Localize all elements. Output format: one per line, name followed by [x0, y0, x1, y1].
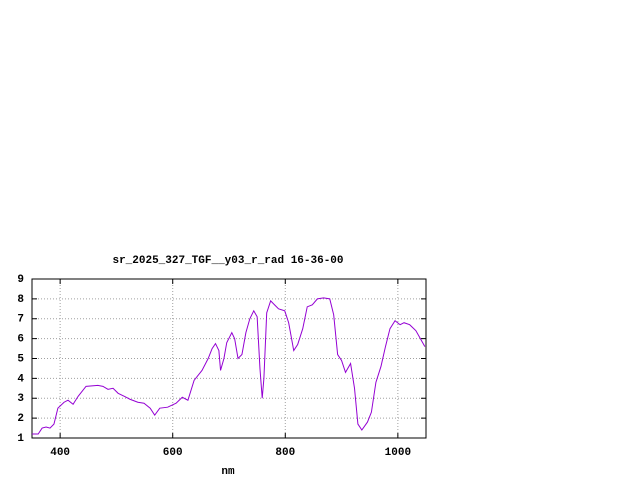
x-axis-label: nm	[221, 466, 235, 478]
x-tick-label: 400	[50, 447, 70, 459]
y-tick-label: 4	[17, 373, 24, 385]
x-tick-label: 800	[275, 447, 295, 459]
chart-title: sr_2025_327_TGF__y03_r_rad 16-36-00	[112, 255, 343, 267]
y-tick-label: 7	[17, 314, 24, 326]
data-line	[32, 297, 426, 435]
y-tick-label: 3	[17, 393, 24, 405]
y-tick-label: 9	[17, 274, 24, 286]
y-tick-label: 1	[17, 433, 24, 445]
x-tick-label: 600	[163, 447, 183, 459]
x-tick-label: 1000	[385, 447, 411, 459]
y-tick-label: 5	[17, 353, 24, 365]
y-tick-label: 8	[17, 294, 24, 306]
y-tick-label: 2	[17, 413, 24, 425]
y-tick-label: 6	[17, 334, 24, 346]
plot-border	[31, 278, 427, 439]
